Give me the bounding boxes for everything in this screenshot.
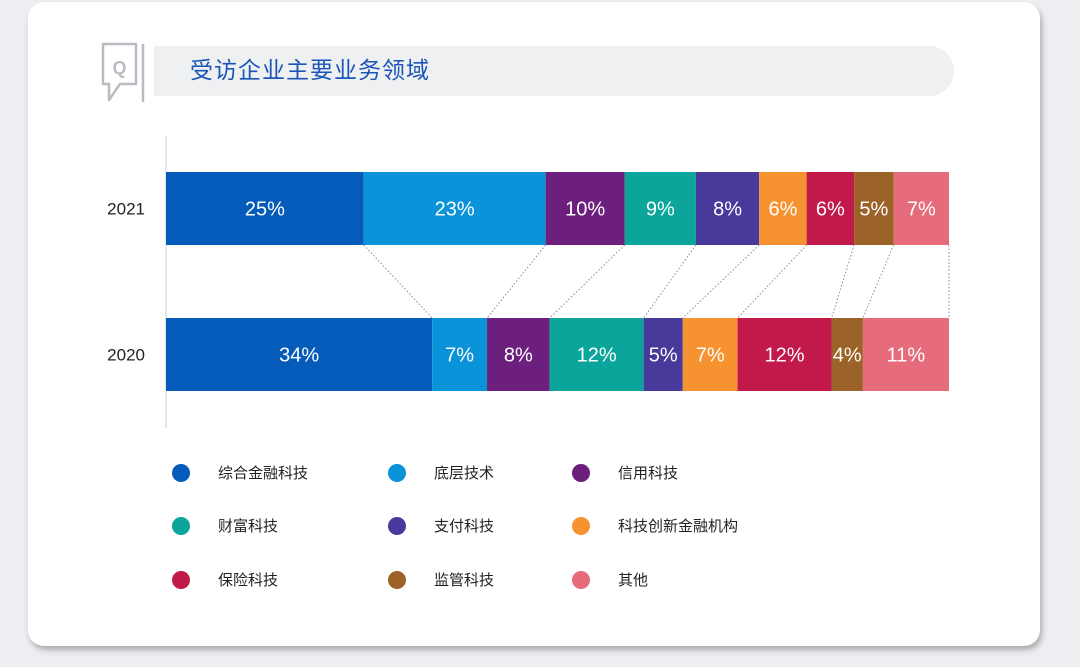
legend-item: 其他 xyxy=(572,568,648,592)
bar-segment xyxy=(806,172,855,245)
bar-segment xyxy=(854,172,894,245)
bar-segment xyxy=(862,318,949,391)
data-label: 9% xyxy=(646,199,675,221)
legend-item: 底层技术 xyxy=(388,461,494,485)
legend-label: 信用科技 xyxy=(618,464,679,482)
legend-swatch xyxy=(572,517,590,535)
legend-label: 财富科技 xyxy=(218,517,279,535)
data-label: 4% xyxy=(833,345,862,367)
question-icon: Q xyxy=(101,42,145,102)
bar-segment xyxy=(737,318,832,391)
data-label: 6% xyxy=(768,199,797,221)
connector-line xyxy=(831,244,855,319)
data-label: 7% xyxy=(696,345,725,367)
connector-line xyxy=(486,244,547,319)
legend-label: 科技创新金融机构 xyxy=(618,517,739,535)
bar-segment xyxy=(166,318,433,391)
legend-item: 科技创新金融机构 xyxy=(572,514,738,538)
legend-swatch xyxy=(388,464,406,482)
connector-line xyxy=(862,244,895,319)
data-label: 34% xyxy=(279,345,319,367)
connector-line xyxy=(737,244,807,319)
bar-segment xyxy=(893,172,949,245)
data-label: 25% xyxy=(245,199,285,221)
bar-segment xyxy=(432,318,488,391)
connector-line xyxy=(682,244,760,319)
bar-segment xyxy=(831,318,863,391)
legend-label: 保险科技 xyxy=(218,571,279,589)
bar-segment xyxy=(549,318,644,391)
bar-segment xyxy=(166,172,364,245)
legend-item: 综合金融科技 xyxy=(172,461,308,485)
category-label: 2020 xyxy=(107,346,145,365)
title-bar xyxy=(154,46,954,96)
legend-swatch xyxy=(572,464,590,482)
legend-swatch xyxy=(172,517,190,535)
connector-line xyxy=(363,244,433,319)
bar-segment xyxy=(682,318,738,391)
legend-item: 监管科技 xyxy=(388,568,494,592)
data-label: 11% xyxy=(887,345,926,367)
data-label: 8% xyxy=(504,345,533,367)
bar-segment xyxy=(363,172,546,245)
data-label: 6% xyxy=(816,199,845,221)
legend-swatch xyxy=(172,571,190,589)
data-label: 12% xyxy=(577,345,617,367)
chart-title: 受访企业主要业务领域 xyxy=(190,58,430,84)
data-label: 5% xyxy=(859,199,888,221)
data-label: 23% xyxy=(435,199,475,221)
legend-swatch xyxy=(172,464,190,482)
data-label: 10% xyxy=(565,199,605,221)
bar-segment xyxy=(695,172,760,245)
category-label: 2021 xyxy=(107,200,145,219)
legend-label: 监管科技 xyxy=(434,571,495,589)
bar-segment xyxy=(643,318,683,391)
legend-label: 底层技术 xyxy=(434,464,495,482)
connector-line xyxy=(549,244,626,319)
bar-segment xyxy=(545,172,625,245)
bar-segment xyxy=(624,172,696,245)
data-label: 7% xyxy=(445,345,474,367)
legend-item: 信用科技 xyxy=(572,461,678,485)
data-label: 12% xyxy=(765,345,805,367)
svg-text:Q: Q xyxy=(112,58,126,78)
legend-label: 支付科技 xyxy=(434,517,495,535)
data-label: 8% xyxy=(713,199,742,221)
legend-label: 综合金融科技 xyxy=(218,464,309,482)
legend-swatch xyxy=(572,571,590,589)
legend-label: 其他 xyxy=(618,571,649,589)
legend-item: 支付科技 xyxy=(388,514,494,538)
data-label: 5% xyxy=(649,345,678,367)
connector-line xyxy=(643,244,697,319)
bar-segment xyxy=(759,172,807,245)
data-label: 7% xyxy=(907,199,936,221)
legend-swatch xyxy=(388,517,406,535)
legend-swatch xyxy=(388,571,406,589)
legend-item: 财富科技 xyxy=(172,514,278,538)
bar-segment xyxy=(487,318,550,391)
legend-item: 保险科技 xyxy=(172,568,278,592)
